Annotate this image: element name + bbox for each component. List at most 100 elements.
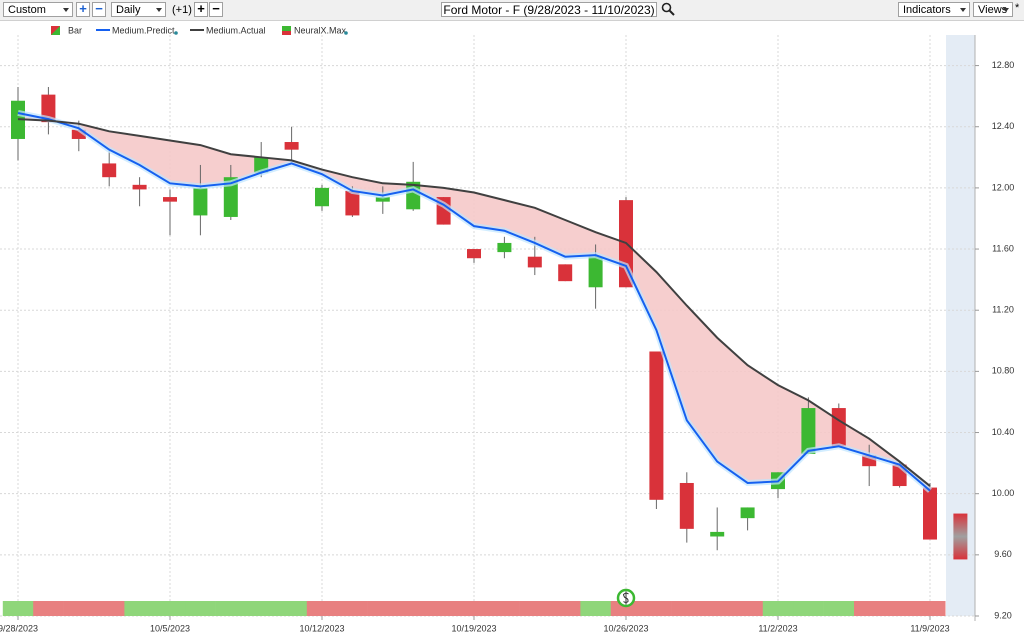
candle-body [193,187,208,216]
signal-block [671,601,703,616]
interval-select[interactable]: Daily [111,2,166,17]
legend-dot [344,31,348,35]
candle-body [71,129,86,139]
candle-body [710,531,725,537]
signal-block [94,601,125,616]
collapse-button[interactable]: − [209,2,223,17]
toolbar: Custom + − Daily (+1) + − Ford Motor - F… [0,0,1024,21]
spread-fill [18,112,930,491]
signal-block [428,601,460,616]
y-tick-label: 10.80 [992,366,1015,376]
signal-block [732,601,764,616]
signal-block [458,601,490,616]
legend-dot [174,31,178,35]
y-tick-label: 11.20 [992,305,1014,315]
pin-icon[interactable]: * [1015,2,1020,14]
signal-block [884,601,916,616]
symbol-title[interactable]: Ford Motor - F (9/28/2023 - 11/10/2023) [441,2,657,17]
signal-block [63,601,95,616]
signal-block [154,601,186,616]
signal-block [610,601,642,616]
signal-block [246,601,277,616]
indicators-select[interactable]: Indicators [898,2,970,17]
candle-body [740,507,755,519]
legend-label: Medium.Predict [112,25,175,35]
preset-label: Custom [8,4,46,16]
candle-body [527,256,542,268]
signal-block [702,601,733,616]
legend: Bar Medium.Predict Medium.Actual NeuralX… [51,25,348,35]
preset-select[interactable]: Custom [3,2,73,17]
candle-body [132,184,147,190]
chart: 9.20 9.60 10.00 10.40 10.80 11.20 11.60 12.00 12… [0,25,1015,633]
y-tick-label: 9.60 [994,549,1012,559]
signal-block [550,601,581,616]
candle-body [801,408,816,454]
x-tick-label: 11/2/2023 [758,623,797,633]
signal-block [398,601,429,616]
add-button[interactable]: + [76,2,90,17]
line [17,111,931,492]
signal-block [215,601,247,616]
x-tick-label: 10/12/2023 [299,623,344,633]
legend-icon [51,26,60,35]
signal-block [793,601,824,616]
signal-block [489,601,520,616]
y-tick-label: 12.40 [992,121,1015,131]
y-tick-label: 10.40 [992,427,1015,437]
views-select[interactable]: Views [973,2,1013,17]
candle-body [41,94,56,123]
x-tick-label: 9/28/2023 [0,623,38,633]
signal-block [185,601,216,616]
indicators-label: Indicators [903,4,951,16]
remove-button[interactable]: − [92,2,106,17]
y-tick-label: 11.60 [992,243,1014,253]
line [17,118,931,487]
candle-body [831,408,846,447]
candle-body [315,187,329,207]
y-tick-label: 12.00 [992,182,1015,192]
candle-body [345,190,360,216]
candle-body [558,264,573,282]
views-label: Views [978,4,1008,16]
legend-icon [282,26,291,31]
search-icon[interactable] [661,2,675,16]
signal-block [124,601,156,616]
candle-body [862,455,877,467]
candle-body [467,249,481,259]
candle-body [497,242,512,253]
signal-block [367,601,399,616]
candle-body [102,163,117,178]
y-tick-label: 10.00 [992,488,1015,498]
legend-label: Bar [68,25,82,35]
candle-body [649,351,664,500]
signal-block [641,601,672,616]
signal-block [823,601,855,616]
candle-body [284,142,299,150]
legend-label: NeuralX.Max [294,25,347,35]
signal-block [337,601,368,616]
interval-label: Daily [116,4,141,16]
x-tick-label: 10/26/2023 [603,623,648,633]
candle-body [375,197,390,202]
x-tick-label: 10/5/2023 [150,623,190,633]
candle-body [679,482,694,529]
candle-body [588,256,603,288]
legend-label: Medium.Actual [206,25,266,35]
signal-block [306,601,338,616]
candle-body [223,177,238,217]
signal-block [914,601,946,616]
y-tick-label: 9.20 [994,610,1012,620]
y-tick-label: 12.80 [992,60,1015,70]
forecast-bar [953,513,968,560]
x-tick-label: 11/9/2023 [910,623,949,633]
expand-button[interactable]: + [194,2,208,17]
signal-block [276,601,308,616]
legend-icon [282,31,291,35]
x-tick-label: 10/19/2023 [451,623,496,633]
signal-block [33,601,64,616]
trade-marker-glyph [622,591,629,605]
signal-block [519,601,551,616]
signal-block [854,601,885,616]
